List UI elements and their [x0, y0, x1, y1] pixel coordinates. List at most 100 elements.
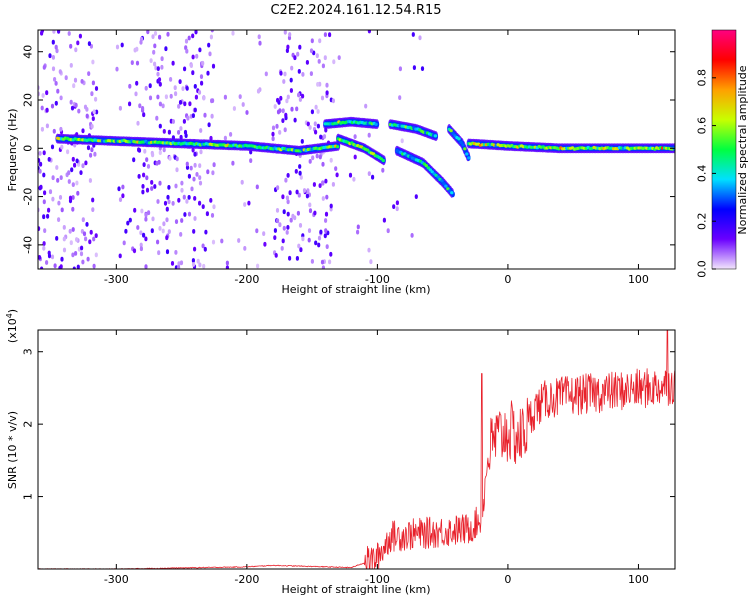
heatmap-cell-101	[74, 251, 78, 256]
heatmap-cell-52	[40, 266, 44, 269]
heatmap-cell-525	[284, 177, 288, 183]
heatmap-cell-595	[316, 82, 320, 87]
heatmap-cell-382	[165, 235, 169, 241]
heatmap-cell-672	[367, 30, 371, 34]
heatmap-cell-442	[238, 94, 242, 99]
heatmap-cell-398	[201, 204, 205, 210]
heatmap-cell-488	[273, 235, 277, 241]
heatmap-cell-304	[183, 212, 187, 217]
heatmap-cell-236	[202, 263, 206, 269]
heatmap-cell-294	[191, 70, 195, 76]
heatmap-cell-83	[76, 190, 80, 196]
heatmap-cell-414	[177, 197, 181, 203]
heatmap-cell-483	[276, 218, 280, 224]
heatmap-cell-125	[38, 255, 42, 260]
heatmap-cell-153	[55, 165, 59, 170]
heatmap-cell-330	[194, 94, 198, 100]
heatmap-cell-602	[302, 188, 307, 193]
heatmap-cell-640	[412, 65, 416, 70]
heatmap-cell-553	[296, 51, 300, 57]
heatmap-cell-264	[192, 176, 196, 182]
heatmap-cell-142	[43, 228, 47, 234]
heatmap-cell-561	[312, 182, 316, 187]
heatmap-cell-341	[199, 74, 204, 79]
heatmap-cell-345	[171, 60, 175, 66]
heatmap-cell-536	[315, 53, 319, 59]
heatmap-cell-439	[256, 263, 260, 269]
heatmap-cell-187	[130, 60, 134, 65]
colorbar-tick-label: 0.2	[696, 212, 709, 230]
heatmap-cell-435	[264, 71, 268, 77]
heatmap-cell-619	[328, 259, 332, 265]
heatmap-cell-608	[324, 178, 328, 184]
heatmap-cell-195	[115, 66, 119, 72]
heatmap-cell-209	[183, 66, 187, 72]
snr-x-label: Height of straight line (km)	[281, 583, 430, 596]
heatmap-cell-497	[321, 161, 325, 167]
heatmap-cell-404	[170, 261, 175, 266]
heatmap-cell-127	[88, 178, 92, 183]
heatmap-cell-653	[367, 171, 371, 177]
heatmap-cell-660	[420, 66, 425, 71]
ridge-core-4	[430, 170, 434, 174]
heatmap-cell-181	[91, 116, 95, 121]
heatmap-cell-628	[316, 109, 320, 114]
heatmap-cell-671	[356, 229, 360, 235]
heatmap-cell-593	[300, 139, 304, 144]
heatmap-cell-532	[283, 71, 287, 77]
heatmap-cell-248	[198, 175, 202, 181]
heatmap-cell-167	[38, 158, 41, 163]
heatmap-cell-173	[86, 256, 90, 262]
heatmap-cell-212	[187, 173, 191, 179]
heatmap-cell-575	[290, 65, 294, 71]
heatmap-cell-210	[148, 95, 153, 101]
heatmap-cell-452	[245, 110, 249, 115]
heatmap-cell-498	[329, 251, 333, 257]
ridge-core-5	[461, 143, 465, 147]
heatmap-cell-119	[76, 40, 80, 46]
heatmap-cell-580	[282, 79, 286, 84]
heatmap-cell-164	[50, 254, 55, 260]
heatmap-cell-117	[51, 55, 56, 60]
heatmap-cells	[38, 30, 675, 269]
snr-y-tick-label: 1	[22, 493, 35, 500]
heatmap-cell-286	[156, 66, 160, 71]
heatmap-cell-432	[158, 226, 162, 231]
heatmap-cell-141	[75, 158, 79, 164]
heatmap-cell-423	[208, 51, 212, 57]
heatmap-cell-155	[59, 175, 63, 181]
heatmap-cell-633	[286, 211, 290, 217]
heatmap-cell-652	[395, 206, 399, 212]
heatmap-cell-609	[288, 32, 292, 37]
heatmap-cell-471	[321, 196, 325, 201]
heatmap-cell-543	[294, 169, 298, 174]
heatmap-cell-416	[175, 156, 179, 162]
heatmap-cell-322	[193, 246, 197, 252]
heatmap-cell-393	[191, 258, 195, 263]
heatmap-cell-443	[225, 265, 229, 269]
heatmap-cell-369	[198, 200, 202, 206]
heatmap-cell-392	[150, 228, 154, 234]
heatmap-cell-417	[167, 229, 171, 235]
ridge-core-5	[451, 132, 455, 136]
heatmap-cell-600	[279, 70, 283, 76]
heatmap-cell-585	[282, 209, 286, 215]
heatmap-cell-68	[39, 184, 43, 190]
heatmap-cell-512	[308, 202, 312, 208]
heatmap-cell-165	[57, 217, 61, 223]
heatmap-cell-334	[185, 86, 189, 91]
spectrogram-x-tick-label: -200	[234, 273, 259, 286]
heatmap-cell-552	[317, 59, 321, 64]
heatmap-cell-93	[68, 228, 72, 234]
ridge-core-5	[467, 156, 471, 160]
heatmap-cell-492	[314, 129, 318, 135]
heatmap-cell-171	[67, 179, 71, 184]
heatmap-cell-40	[69, 43, 73, 49]
heatmap-cell-402	[191, 262, 196, 267]
heatmap-cell-533	[317, 242, 321, 248]
heatmap-cell-548	[307, 237, 311, 243]
heatmap-cell-451	[237, 238, 241, 243]
heatmap-cell-32	[56, 88, 60, 94]
heatmap-cell-624	[296, 210, 300, 216]
spectrogram-y-tick-label: 20	[22, 93, 35, 107]
